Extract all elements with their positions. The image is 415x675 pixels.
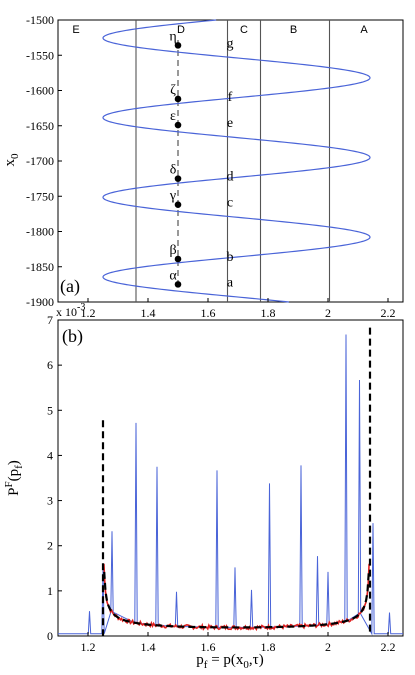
y-tick-label: 4 xyxy=(47,448,53,462)
x-tick-label: 1.2 xyxy=(81,640,96,654)
point-label-b: b xyxy=(227,250,234,265)
point-c xyxy=(174,201,182,209)
point-label-e: e xyxy=(227,116,233,131)
x-tick-label: 1.6 xyxy=(201,306,216,320)
x-tick-label: 1.6 xyxy=(201,640,216,654)
y-tick-label: -1650 xyxy=(26,119,54,133)
y-axis-label: PF(pf) xyxy=(3,460,25,496)
point-a xyxy=(174,281,182,288)
y-tick-label: -1850 xyxy=(26,260,54,274)
x-tick-label: 1.4 xyxy=(141,306,156,320)
y-tick-label: 1 xyxy=(47,584,53,598)
y-tick-label: -1800 xyxy=(26,225,54,239)
trajectory-curve xyxy=(102,19,371,303)
x-tick-label: 1.2 xyxy=(81,306,96,320)
point-f xyxy=(174,95,182,103)
point-label-greek-e: ε xyxy=(170,109,176,124)
x-tick-label: 2.2 xyxy=(381,640,396,654)
y-tick-label: -1550 xyxy=(26,48,54,62)
region-label-c: C xyxy=(240,24,248,36)
y-tick-label: -1750 xyxy=(26,189,54,203)
y-exponent-label: x 10-3 xyxy=(56,302,85,319)
point-label-greek-c: γ xyxy=(169,189,176,204)
series-density-curve xyxy=(103,571,370,629)
point-g xyxy=(174,42,182,49)
region-label-e: E xyxy=(72,24,79,36)
point-label-greek-a: α xyxy=(169,268,177,283)
panel-b-frame xyxy=(57,319,404,637)
panel-label-b: (b) xyxy=(62,326,83,347)
y-axis-label: x0 xyxy=(2,153,21,167)
region-label-d: D xyxy=(177,24,185,36)
point-label-c: c xyxy=(227,196,233,211)
point-label-greek-d: δ xyxy=(170,163,177,178)
y-tick-label: 3 xyxy=(47,494,53,508)
y-tick-label: -1600 xyxy=(26,84,54,98)
y-tick-label: -1700 xyxy=(26,154,54,168)
point-label-g: g xyxy=(227,36,234,51)
region-label-b: B xyxy=(290,24,297,36)
point-label-d: d xyxy=(227,170,234,185)
region-label-a: A xyxy=(360,24,368,36)
point-label-f: f xyxy=(228,90,233,105)
y-tick-label: 2 xyxy=(47,539,53,553)
y-tick-label: 0 xyxy=(47,629,53,643)
point-d xyxy=(174,175,182,182)
point-label-greek-b: β xyxy=(169,243,176,258)
y-tick-label: 7 xyxy=(47,313,53,327)
y-tick-label: 5 xyxy=(47,403,53,417)
y-tick-label: -1900 xyxy=(26,295,54,309)
panel-a: E D C B Aη g ζ f ε e δ d γ c β b α a 1.2 1.4 1.6 1.8 2 2.2 -1500… xyxy=(2,13,404,320)
x-tick-label: 2 xyxy=(325,306,331,320)
point-label-greek-f: ζ xyxy=(170,83,176,98)
x-axis-label: pf = p(x0,τ) xyxy=(196,652,263,671)
point-e xyxy=(174,121,182,129)
x-tick-label: 1.8 xyxy=(261,306,276,320)
point-label-a: a xyxy=(227,275,234,290)
y-tick-label: -1500 xyxy=(26,13,54,27)
panel-label-a: (a) xyxy=(60,276,80,297)
panel-b: 1.2 1.4 1.6 1.8 2 2.2 0 1 2 3 4 5 6 7x 10-3 pf = p(x0,… xyxy=(3,302,404,671)
point-label-greek-g: η xyxy=(169,29,176,44)
series-spikes xyxy=(58,334,403,636)
y-tick-label: 6 xyxy=(47,358,53,372)
x-tick-label: 2 xyxy=(325,640,331,654)
x-tick-label: 2.2 xyxy=(381,306,396,320)
x-tick-label: 1.8 xyxy=(261,640,276,654)
point-b xyxy=(174,255,182,263)
x-tick-label: 1.4 xyxy=(141,640,156,654)
